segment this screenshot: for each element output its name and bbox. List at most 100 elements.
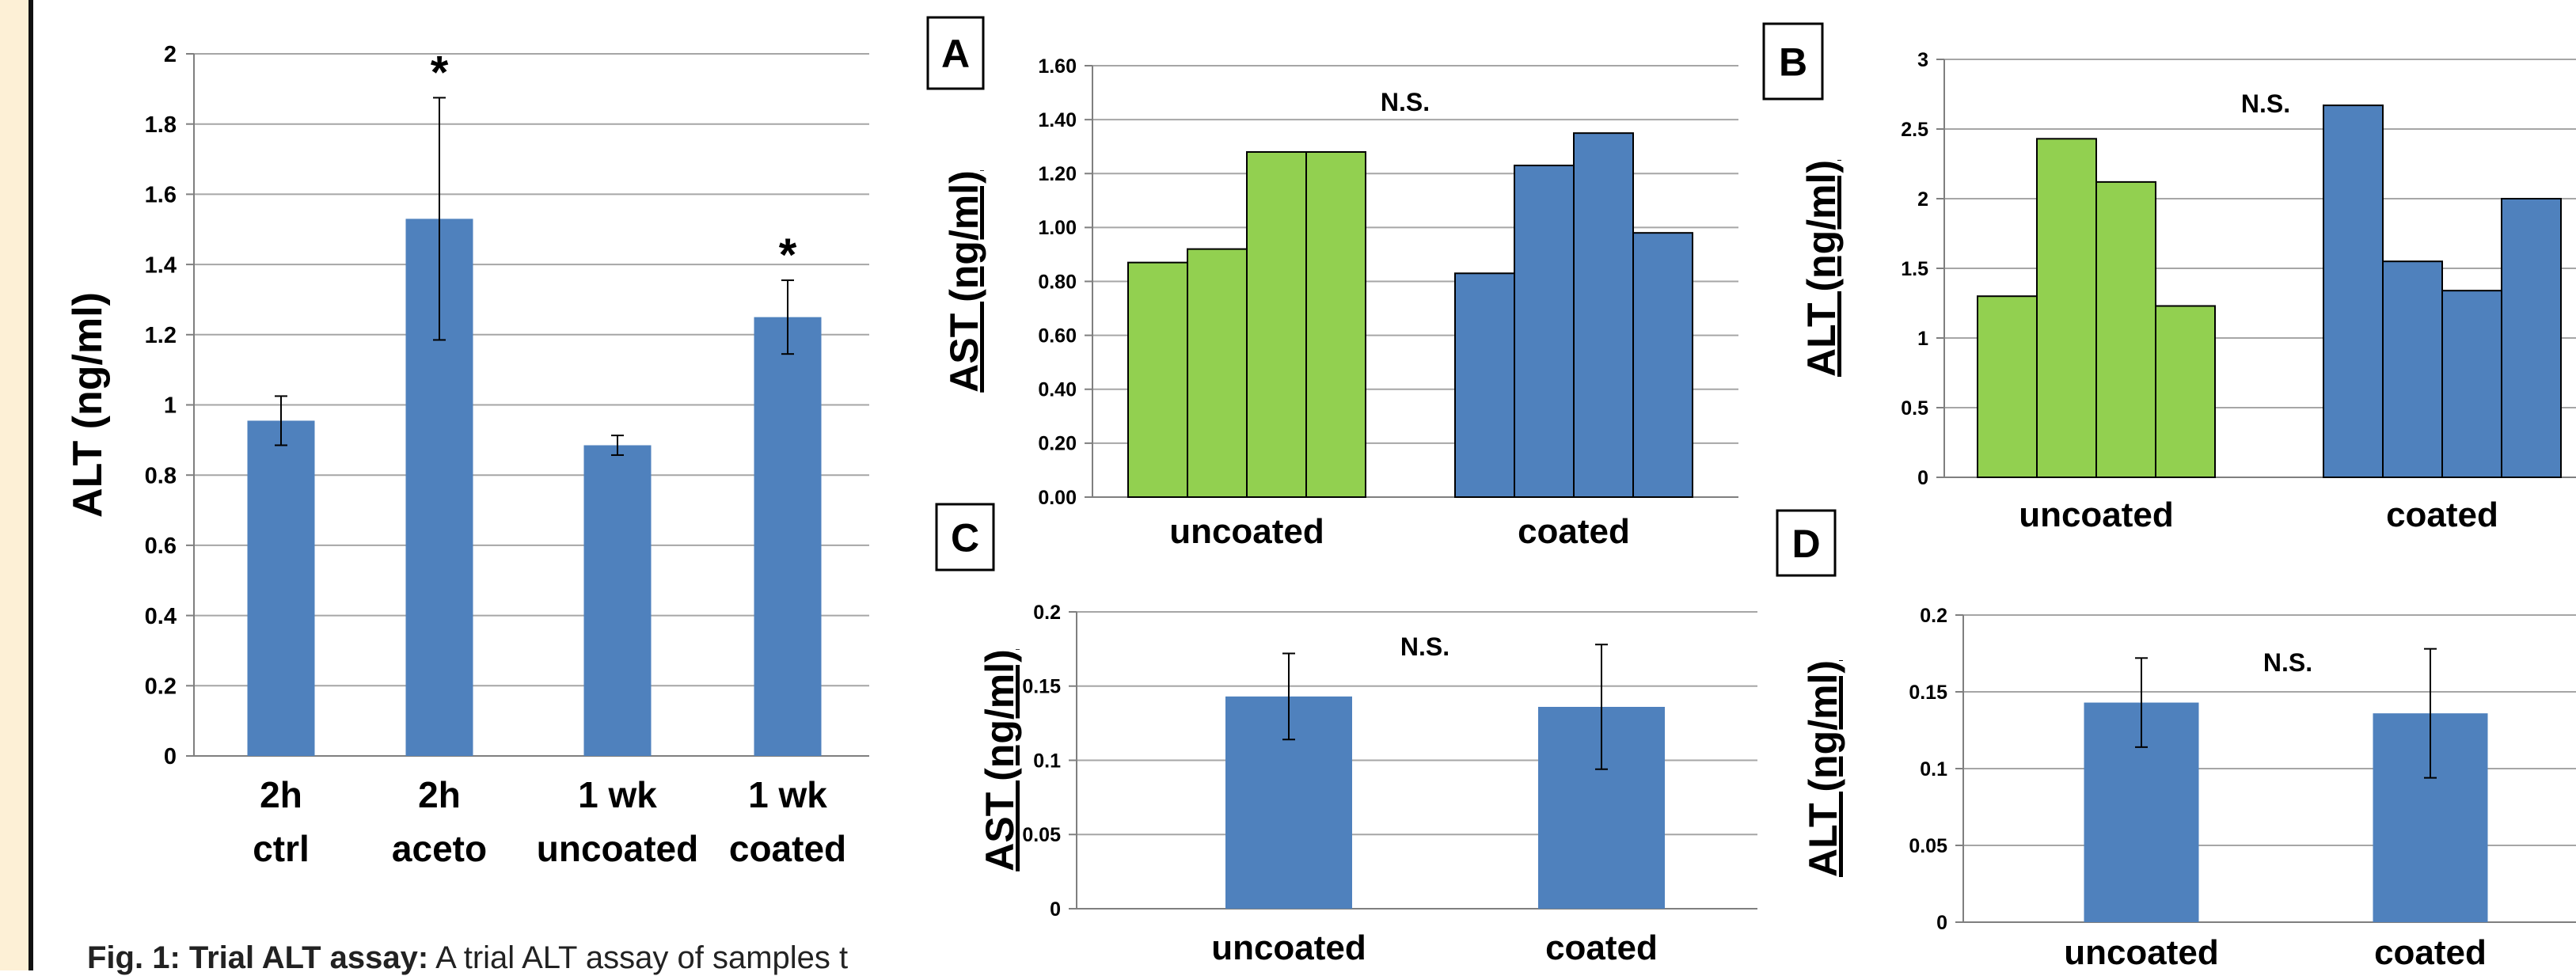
y-tick-label: 0.2 — [1033, 602, 1061, 624]
bar — [1514, 165, 1575, 498]
panel-label-text: D — [1791, 522, 1820, 566]
bar — [2155, 305, 2216, 478]
bar — [1187, 248, 1248, 498]
y-tick-label: 0.4 — [145, 604, 177, 629]
y-tick-label: 1.00 — [1038, 217, 1077, 239]
y-axis-label: ALT (ng/ml) — [65, 292, 111, 518]
bar — [1573, 132, 1634, 498]
ns-annotation: N.S. — [2263, 648, 2312, 677]
x-category-label-line2: uncoated — [537, 828, 698, 869]
y-tick-label: 0.60 — [1038, 325, 1077, 347]
bar — [2441, 290, 2502, 478]
y-tick-label: 1.4 — [145, 253, 177, 278]
x-category-label-line1: 1 wk — [748, 774, 827, 815]
x-category-label-line2: coated — [729, 828, 846, 869]
x-category-label: coated — [2386, 496, 2498, 534]
y-tick-label: 1.6 — [145, 183, 177, 208]
y-tick-label: 0 — [1936, 912, 1947, 934]
bar — [1977, 295, 2038, 479]
x-category-label-line2: ctrl — [253, 828, 310, 869]
y-tick-label: 2.5 — [1901, 119, 1928, 141]
x-category-label-line1: 2h — [260, 774, 302, 815]
panel-label-text: C — [951, 516, 979, 560]
chart-panel-c: 0 0.05 0.1 0.15 0.2 AST (ng/ml) uncoated coated… — [935, 503, 1757, 967]
y-tick-label: 0.20 — [1038, 433, 1077, 455]
y-tick-label: 0.2 — [145, 674, 177, 699]
bar — [583, 445, 652, 756]
significance-star: * — [431, 47, 449, 98]
panel-label-box — [1762, 22, 1824, 101]
y-tick-label: 0 — [164, 744, 177, 769]
y-tick-label: 0.00 — [1038, 487, 1077, 509]
bar — [2382, 260, 2443, 478]
caption-text: A trial ALT assay of samples t — [435, 940, 849, 975]
x-category-label-line1: 1 wk — [578, 774, 657, 815]
y-tick-label: 0.05 — [1909, 835, 1947, 857]
panel-label-text: B — [1779, 40, 1807, 85]
y-tick-label: 2 — [164, 42, 177, 67]
y-tick-label: 1.5 — [1901, 258, 1928, 280]
x-category-label-line1: 2h — [418, 774, 461, 815]
y-tick-label: 2 — [1917, 188, 1928, 211]
bar — [1305, 151, 1366, 498]
x-category-label-line2: aceto — [392, 828, 487, 869]
y-tick-label: 0.5 — [1901, 397, 1928, 420]
x-category-label: uncoated — [1169, 512, 1324, 551]
ns-annotation: N.S. — [2241, 89, 2290, 118]
y-tick-label: 1.40 — [1038, 109, 1077, 131]
significance-star: * — [779, 230, 797, 281]
y-tick-label: 0.6 — [145, 534, 177, 559]
y-tick-label: 1 — [1917, 328, 1928, 350]
figure-caption: Fig. 1: Trial ALT assay: A trial ALT ass… — [87, 940, 848, 976]
y-tick-label: 0.1 — [1920, 758, 1947, 780]
y-tick-label: 1.60 — [1038, 55, 1077, 78]
y-axis-label: ALT (ng/ml) — [1799, 160, 1844, 377]
bar — [2501, 198, 2562, 478]
ns-annotation: N.S. — [1381, 88, 1430, 116]
panel-label-box — [935, 503, 995, 572]
y-axis-label: ALT (ng/ml) — [1801, 660, 1845, 877]
panel-label-text: A — [941, 32, 970, 76]
y-tick-label: 0 — [1050, 898, 1061, 921]
bar — [754, 317, 822, 756]
y-tick-label: 3 — [1917, 49, 1928, 71]
x-category-label: uncoated — [2064, 933, 2219, 970]
panel-label-box — [1776, 509, 1837, 577]
y-tick-label: 1.8 — [145, 112, 177, 138]
x-category-label: coated — [1518, 512, 1630, 551]
caption-bold: Fig. 1: Trial ALT assay: — [87, 940, 429, 975]
chart-main: 0 0.2 0.4 0.6 0.8 1 1.2 1.4 1.6 1.8 2 ALT (ng/ml) 2h… — [65, 42, 869, 869]
y-tick-label: 0.15 — [1909, 682, 1947, 704]
y-tick-label: 0.05 — [1022, 824, 1061, 846]
chart-panel-d: 0 0.05 0.1 0.15 0.2 ALT (ng/ml) uncoated coated… — [1776, 509, 2576, 970]
x-category-label: coated — [1545, 929, 1658, 967]
bar — [2095, 180, 2156, 478]
chart-panel-b: 0 0.5 1 1.5 2 2.5 3 ALT (ng/ml) uncoated coated N.… — [1762, 22, 2576, 534]
ns-annotation: N.S. — [1400, 632, 1449, 661]
y-tick-label: 0.80 — [1038, 271, 1077, 293]
y-tick-label: 1 — [164, 393, 177, 419]
x-category-label: uncoated — [2019, 496, 2174, 534]
bar — [2323, 104, 2384, 479]
x-category-label: uncoated — [1211, 929, 1366, 967]
bar — [2036, 138, 2097, 478]
y-tick-label: 0.40 — [1038, 379, 1077, 401]
bar — [1454, 272, 1515, 498]
y-axis-label: AST (ng/ml) — [942, 170, 986, 393]
y-tick-label: 1.2 — [145, 323, 177, 348]
y-tick-label: 0 — [1917, 467, 1928, 489]
y-tick-label: 0.8 — [145, 463, 177, 488]
left-decorative-strip — [0, 0, 28, 970]
y-tick-label: 0.1 — [1033, 750, 1061, 772]
bar — [1246, 151, 1307, 498]
bar — [247, 420, 315, 756]
y-tick-label: 1.20 — [1038, 163, 1077, 185]
bar — [1632, 232, 1693, 498]
panel-label-box — [926, 16, 985, 90]
y-tick-label: 0.15 — [1022, 676, 1061, 698]
chart-panel-a: 0.00 0.20 0.40 0.60 0.80 1.00 1.20 1.40 1.60 AST … — [926, 16, 1738, 551]
left-border-rule — [28, 0, 33, 970]
y-axis-label: AST (ng/ml) — [978, 649, 1022, 872]
bar — [1127, 261, 1188, 498]
